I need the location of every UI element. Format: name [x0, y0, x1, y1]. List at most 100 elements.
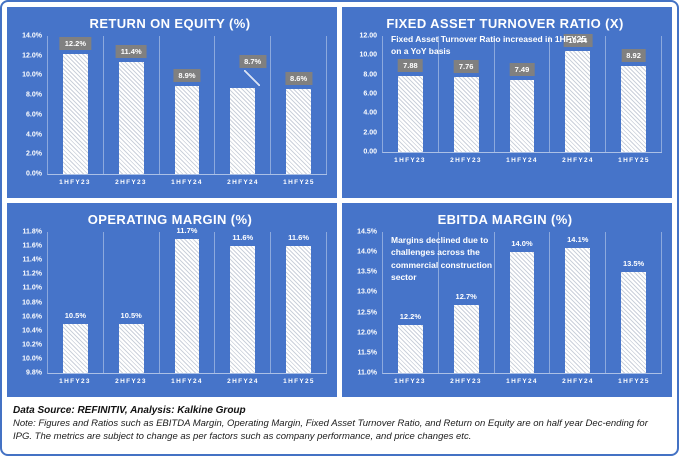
- x-axis-category-label: 2HFY24: [227, 179, 259, 186]
- bar-1hfy24: [174, 86, 200, 174]
- y-axis-tick-label: 9.8%: [26, 369, 42, 377]
- y-axis-labels: 11.8% 11.6% 11.4% 11.2% 11.0% 10.8% 10.6% 10.4%…: [13, 229, 47, 377]
- chart-annotation: Margins declined due to challenges acros…: [391, 235, 493, 282]
- x-axis-category-label: 2HFY23: [115, 378, 147, 385]
- chart-annotation: Fixed Asset Turnover Ratio increased in …: [391, 34, 587, 57]
- y-axis-tick-label: 11.4%: [22, 256, 42, 264]
- bar-value-label: 14.1%: [567, 235, 589, 245]
- bar-1hfy24: [509, 252, 535, 373]
- y-axis-tick-label: 10.0%: [22, 71, 42, 79]
- bar-1hfy23: [63, 53, 88, 174]
- x-axis-category-label: 1HFY25: [283, 378, 315, 385]
- x-axis-category-label: 2HFY24: [227, 378, 259, 385]
- x-axis-category-label: 1HFY23: [59, 378, 91, 385]
- bar-1hfy23: [63, 323, 88, 373]
- x-axis-category-label: 2HFY23: [115, 179, 147, 186]
- y-axis-tick-label: 8.00: [363, 71, 377, 79]
- bar-1hfy25: [621, 272, 646, 373]
- y-axis-tick-label: 2.00: [363, 129, 377, 137]
- bar-value-label: 11.4%: [115, 44, 147, 58]
- x-axis-labels: 1HFY23 2HFY23 1HFY24 2HFY24 1HFY25: [47, 374, 327, 389]
- x-axis-category-label: 1HFY24: [506, 157, 538, 164]
- category-cell: 11.6%: [215, 232, 272, 373]
- bar-1hfy23: [398, 75, 423, 152]
- y-axis-tick-label: 12.00: [359, 32, 377, 40]
- y-axis-tick-label: 6.00: [363, 90, 377, 98]
- bar-2hfy23: [118, 323, 144, 373]
- bar-value-label: 10.5%: [120, 310, 142, 320]
- category-cell: 12.2%: [48, 36, 104, 174]
- category-cell: 7.88: [383, 36, 439, 152]
- bar-value-label: 8.6%: [285, 72, 313, 86]
- data-source-line: Data Source: REFINITIV, Analysis: Kalkin…: [13, 405, 246, 416]
- chart-body: 14.5% 14.0% 13.5% 13.0% 12.5% 12.0% 11.5% 11.0%…: [348, 228, 662, 389]
- y-axis-tick-label: 10.4%: [22, 327, 42, 335]
- chart-body: 11.8% 11.6% 11.4% 11.2% 11.0% 10.8% 10.6% 10.4%…: [13, 226, 327, 389]
- category-cell: 7.76: [439, 36, 495, 152]
- bar-value-label: 14.0%: [511, 239, 533, 249]
- chart-panel-operating-margin: OPERATING MARGIN (%) 11.8% 11.6% 11.4% 11.2…: [7, 203, 337, 397]
- x-axis-category-label: 1HFY23: [59, 179, 91, 186]
- y-axis-tick-label: 11.6%: [22, 242, 42, 250]
- x-axis-category-label: 2HFY23: [450, 378, 482, 385]
- plot-wrap: 7.88 7.76 7.49 10.44 8.92 Fixed Asset Turnove…: [382, 34, 662, 168]
- x-axis-category-label: 1HFY24: [171, 179, 203, 186]
- bar-1hfy25: [621, 65, 646, 152]
- x-axis-category-label: 1HFY24: [506, 378, 538, 385]
- category-cell: 14.0%: [495, 232, 551, 373]
- chart-title-ebitda-margin: EBITDA MARGIN (%): [437, 212, 573, 227]
- plot-area: 10.5% 10.5% 11.7% 11.6% 11.6%: [47, 226, 327, 374]
- plot-wrap: 10.5% 10.5% 11.7% 11.6% 11.6% 1HFY23 2HFY23 1H…: [47, 226, 327, 389]
- plot-area: 12.2% 11.4% 8.9% 8.7% 8.6%: [47, 36, 327, 175]
- bar-1hfy25: [286, 89, 311, 174]
- y-axis-tick-label: 14.0%: [22, 32, 42, 40]
- category-cell: 10.44: [550, 34, 607, 152]
- category-cell: 8.92: [606, 36, 662, 152]
- category-cell: 14.1%: [550, 232, 607, 373]
- bar-value-label: 7.76: [453, 60, 479, 73]
- category-cell: 11.4%: [104, 36, 160, 174]
- bar-1hfy23: [398, 324, 423, 373]
- y-axis-tick-label: 12.5%: [357, 309, 377, 317]
- plot-wrap: 12.2% 12.7% 14.0% 14.1% 13.5% Margins decline…: [382, 232, 662, 389]
- bar-value-label: 10.5%: [64, 310, 87, 320]
- y-axis-tick-label: 4.00: [363, 109, 377, 117]
- x-axis-category-label: 2HFY23: [450, 157, 482, 164]
- bar-value-label: 7.49: [509, 62, 535, 76]
- chart-body: 12.00 10.00 8.00 6.00 4.00 2.00 0.00 7.88 7.76 7…: [348, 32, 662, 168]
- y-axis-tick-label: 6.0%: [26, 111, 42, 119]
- y-axis-tick-label: 10.2%: [22, 341, 42, 349]
- chart-title-operating-margin: OPERATING MARGIN (%): [87, 212, 253, 227]
- y-axis-tick-label: 14.5%: [357, 228, 377, 236]
- x-axis-category-label: 1HFY24: [171, 378, 203, 385]
- y-axis-tick-label: 8.0%: [26, 91, 42, 99]
- bar-2hfy24: [230, 88, 256, 174]
- y-axis-tick-label: 12.0%: [22, 52, 42, 60]
- y-axis-tick-label: 14.0%: [357, 248, 377, 256]
- y-axis-tick-label: 10.8%: [22, 299, 42, 306]
- y-axis-tick-label: 0.00: [363, 148, 377, 156]
- x-axis-category-label: 1HFY23: [394, 157, 426, 164]
- disclaimer-note: Note: Figures and Ratios such as EBITDA …: [13, 418, 648, 442]
- bar-2hfy24: [565, 51, 591, 152]
- bar-2hfy23: [118, 61, 144, 174]
- chart-panel-fixed-asset-turnover: FIXED ASSET TURNOVER RATIO (X) 12.00 10.0…: [342, 7, 672, 198]
- y-axis-tick-label: 10.0%: [22, 355, 42, 363]
- y-axis-tick-label: 11.0%: [22, 284, 42, 292]
- x-axis-category-label: 1HFY25: [618, 378, 650, 385]
- category-cell: 13.5%: [606, 232, 662, 373]
- bar-value-label: 8.9%: [173, 69, 201, 83]
- bar-value-label: 12.2%: [59, 36, 92, 50]
- y-axis-tick-label: 10.00: [359, 51, 377, 59]
- bar-value-label: 10.44: [563, 34, 593, 48]
- x-axis-labels: 1HFY23 2HFY23 1HFY24 2HFY24 1HFY25: [382, 153, 662, 168]
- category-cell: 12.7%: [439, 232, 495, 373]
- bar-value-label: 12.2%: [399, 311, 422, 321]
- bar-1hfy24: [174, 239, 200, 373]
- y-axis-tick-label: 2.0%: [26, 150, 42, 158]
- bar-value-label: 13.5%: [622, 259, 645, 269]
- bar-value-label: 11.6%: [288, 233, 310, 243]
- x-axis-category-label: 1HFY23: [394, 378, 426, 385]
- category-cell: 8.6%: [271, 36, 327, 174]
